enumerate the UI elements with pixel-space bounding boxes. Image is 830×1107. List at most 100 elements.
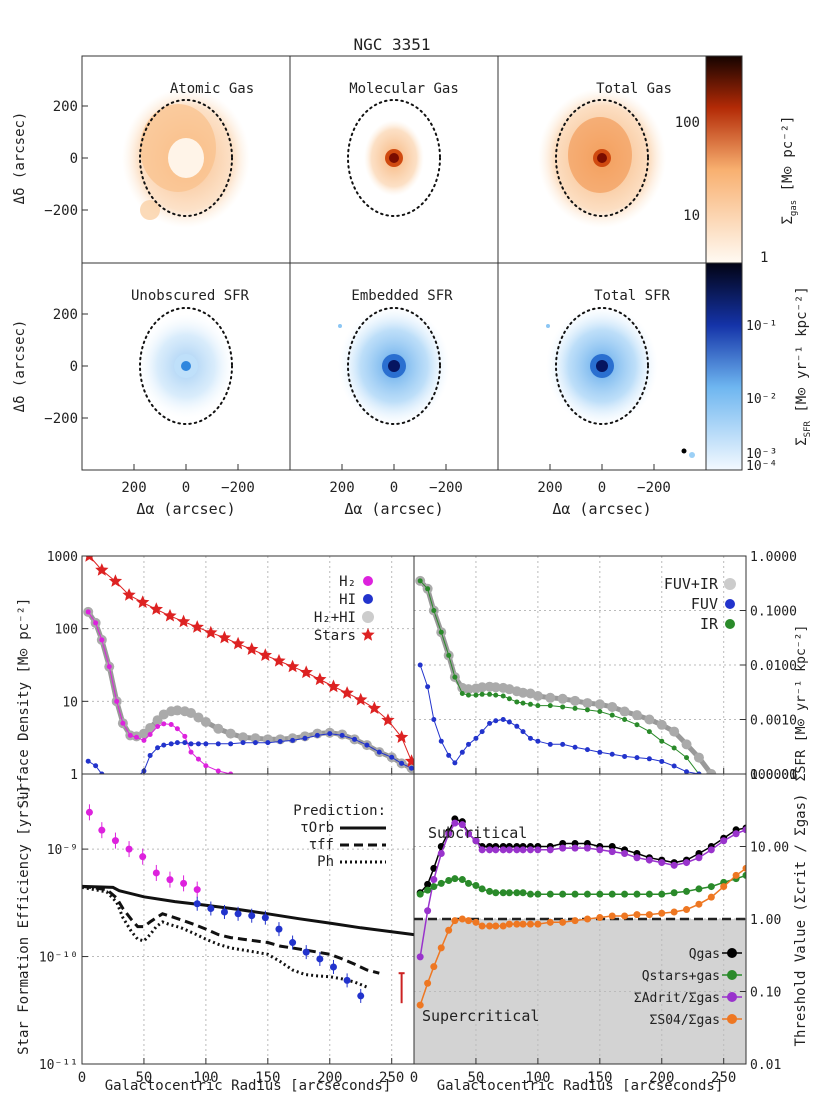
point-s04 xyxy=(472,918,480,926)
point-stars xyxy=(395,730,409,743)
point-hi xyxy=(134,775,139,780)
point-ir xyxy=(514,699,520,705)
point-qstarsgas xyxy=(451,875,459,883)
point-fuv xyxy=(487,720,493,726)
legend-marker-qgas xyxy=(727,948,737,958)
point-hi xyxy=(364,742,370,748)
point-qgas xyxy=(430,864,438,872)
point-s04 xyxy=(645,911,653,919)
legend-sfe: Prediction: τOrb τff Ph xyxy=(293,803,386,870)
point-ir xyxy=(535,703,541,709)
point-s04 xyxy=(526,920,534,928)
point-s04 xyxy=(707,893,715,901)
x-tick-label: 250 xyxy=(711,1070,736,1086)
sfr-ylabel: ΣSFR [M⊙ yr⁻¹ kpc⁻²] xyxy=(794,625,809,782)
point-stars xyxy=(326,679,341,693)
point-hi xyxy=(376,749,382,755)
point-ir xyxy=(520,700,526,706)
point-s04 xyxy=(559,918,567,926)
legend-marker-fuvir xyxy=(724,578,736,590)
point-s04 xyxy=(416,1001,424,1009)
legend-marker-sadrit xyxy=(727,992,737,1002)
point-fuv xyxy=(438,738,444,744)
point-fuvir xyxy=(490,682,501,693)
point-ir xyxy=(500,693,506,699)
y-tick-label: 10.00 xyxy=(750,841,789,856)
legend-label-qgas: Qgas xyxy=(689,947,720,962)
point-qgas xyxy=(424,880,432,888)
point-fuvir xyxy=(607,701,618,712)
point-hi xyxy=(352,736,358,742)
point-stars xyxy=(258,648,272,661)
point-sfe-h2 xyxy=(125,845,133,853)
point-ir xyxy=(659,738,665,744)
point-sadrit xyxy=(430,876,438,884)
legend-marker-qstarsgas xyxy=(727,970,737,980)
point-hi xyxy=(409,765,414,771)
legend-label-hi: HI xyxy=(339,592,356,608)
point-sfe-hi xyxy=(343,976,351,984)
point-sadrit xyxy=(559,844,567,852)
point-h2hi xyxy=(186,708,197,719)
point-fuv xyxy=(659,758,665,764)
point-hi xyxy=(147,752,153,758)
point-fuv xyxy=(473,735,479,741)
point-qstarsgas xyxy=(445,876,453,884)
point-fuv xyxy=(425,684,431,690)
map-ylabel: Δδ (arcsec) xyxy=(12,320,28,413)
y-tick-label: 10 xyxy=(62,695,78,710)
point-hi xyxy=(155,745,161,751)
legend-label-ph: Ph xyxy=(317,854,334,870)
point-h2hi xyxy=(250,733,261,744)
point-ir xyxy=(646,729,652,735)
point-fuv xyxy=(446,752,452,758)
map-grid: Atomic Gas Molecular Gas Total Gas Unobs… xyxy=(12,55,707,518)
total-sfr-map xyxy=(546,306,695,458)
point-s04 xyxy=(486,922,494,930)
point-h2 xyxy=(93,620,99,626)
point-qstarsgas xyxy=(505,889,513,897)
x-tick-label: 0 xyxy=(410,1070,418,1086)
prediction-line-tff xyxy=(82,884,380,975)
point-fuv xyxy=(560,741,566,747)
legend-marker-h2hi xyxy=(362,611,374,623)
point-hi xyxy=(240,740,246,746)
point-ir xyxy=(609,712,615,718)
point-h2 xyxy=(147,731,153,737)
map-ytick: −200 xyxy=(44,203,78,219)
y-tick-label: 1000 xyxy=(47,550,78,565)
point-hi xyxy=(302,735,308,741)
y-tick-label: 10⁻¹⁰ xyxy=(39,951,78,966)
point-hi xyxy=(107,775,112,780)
threshold-xlabel: Galactocentric Radius [arcseconds] xyxy=(437,1078,724,1094)
point-fuv xyxy=(696,771,702,774)
point-h2 xyxy=(168,721,174,727)
y-tick-label: 10⁻⁹ xyxy=(47,843,78,858)
legend-label-s04: ΣS04/Σgas xyxy=(650,1013,720,1028)
x-tick-label: 150 xyxy=(255,1070,280,1086)
point-hi xyxy=(339,732,345,738)
point-sfe-h2 xyxy=(111,837,119,845)
point-ir xyxy=(479,691,485,697)
point-sfe-hi xyxy=(316,955,324,963)
point-s04 xyxy=(437,944,445,952)
y-tick-label: 10⁻¹¹ xyxy=(39,1058,78,1073)
point-ir xyxy=(506,696,512,702)
point-s04 xyxy=(633,911,641,919)
point-h2hi xyxy=(193,712,204,723)
point-hi xyxy=(314,732,320,738)
legend-label-sadrit: ΣAdrit/Σgas xyxy=(634,991,720,1006)
point-fuv xyxy=(479,729,485,735)
point-hi xyxy=(399,760,405,766)
legend-label-tff: τff xyxy=(309,837,334,853)
point-fuvir xyxy=(532,690,543,701)
point-h2hi xyxy=(262,734,273,745)
point-s04 xyxy=(424,979,432,987)
point-ir xyxy=(560,704,566,710)
point-s04 xyxy=(683,906,691,914)
point-stars xyxy=(122,588,136,601)
surface-density-ylabel: Surface Density [M⊙ pc⁻²] xyxy=(16,598,32,809)
point-sfe-h2 xyxy=(139,853,147,861)
point-stars xyxy=(313,672,327,686)
point-sfe-hi xyxy=(234,910,242,918)
